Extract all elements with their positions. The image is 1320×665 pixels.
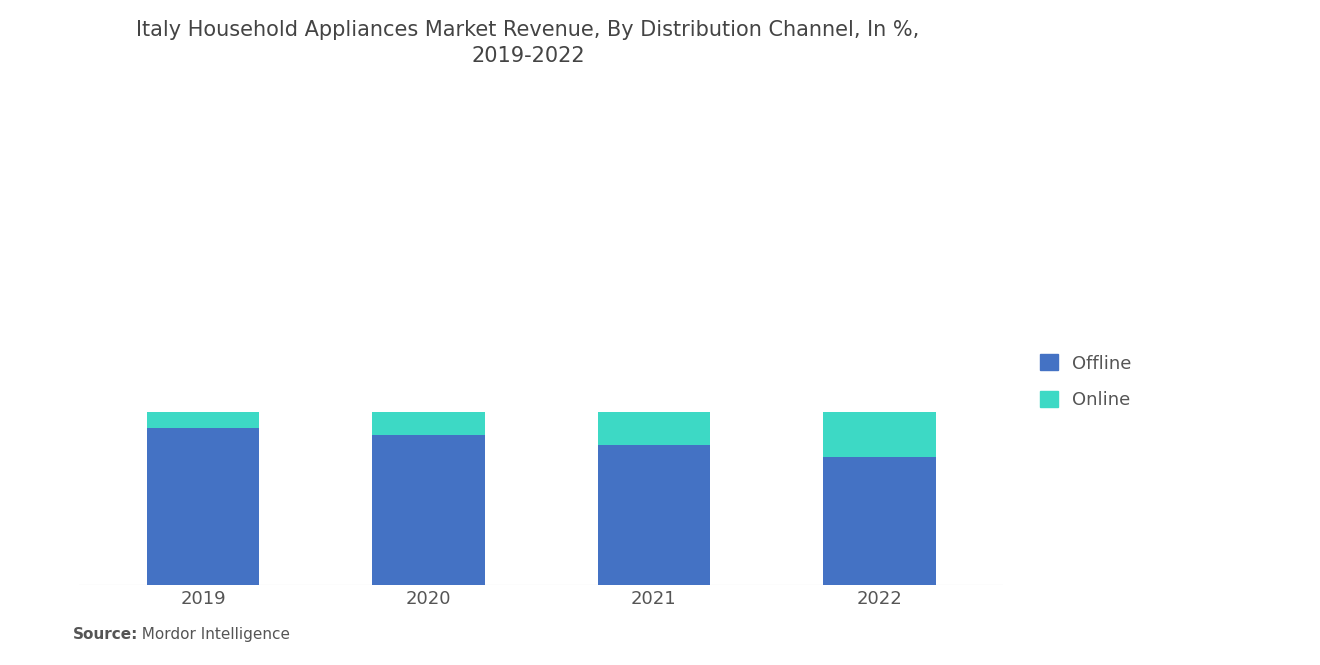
Bar: [147, 428, 260, 585]
Bar: [598, 445, 710, 585]
Bar: [372, 412, 484, 435]
Bar: [598, 412, 710, 445]
Text: Mordor Intelligence: Mordor Intelligence: [132, 626, 290, 642]
Bar: [372, 435, 484, 585]
Bar: [147, 412, 260, 428]
Bar: [822, 412, 936, 458]
Text: Italy Household Appliances Market Revenue, By Distribution Channel, In %,
2019-2: Italy Household Appliances Market Revenu…: [136, 20, 920, 66]
Legend: Offline, Online: Offline, Online: [1031, 345, 1140, 418]
Text: Source:: Source:: [73, 626, 139, 642]
Bar: [822, 458, 936, 585]
